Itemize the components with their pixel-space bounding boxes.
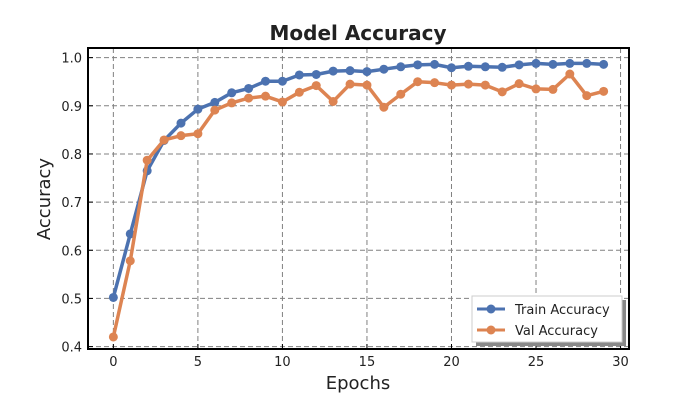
data-point-val bbox=[328, 96, 338, 106]
data-point-val bbox=[396, 89, 406, 99]
series-layer bbox=[108, 58, 609, 342]
data-point-train bbox=[227, 88, 237, 98]
data-point-val bbox=[193, 129, 203, 139]
series-train bbox=[108, 58, 609, 302]
x-tick-label: 30 bbox=[612, 355, 629, 370]
data-point-train bbox=[413, 60, 423, 70]
legend-label-val: Val Accuracy bbox=[515, 324, 598, 339]
x-axis-label: Epochs bbox=[326, 373, 391, 394]
data-point-val bbox=[497, 87, 507, 97]
data-point-train bbox=[362, 67, 372, 77]
data-point-train bbox=[548, 59, 558, 69]
data-point-val bbox=[531, 84, 541, 94]
y-tick-label: 0.4 bbox=[61, 341, 82, 356]
data-point-val bbox=[599, 86, 609, 96]
x-tick-label: 10 bbox=[274, 355, 291, 370]
data-point-val bbox=[159, 135, 169, 145]
data-point-train bbox=[108, 292, 118, 302]
legend: Train Accuracy Val Accuracy bbox=[471, 295, 626, 346]
chart-title: Model Accuracy bbox=[269, 21, 446, 45]
data-point-val bbox=[446, 80, 456, 90]
data-point-train bbox=[463, 61, 473, 71]
data-point-val bbox=[463, 79, 473, 89]
x-tick-label: 0 bbox=[109, 355, 117, 370]
data-point-val bbox=[514, 79, 524, 89]
legend-label-train: Train Accuracy bbox=[514, 303, 610, 318]
data-point-train bbox=[193, 104, 203, 114]
data-point-train bbox=[176, 118, 186, 128]
tick-layer: 0 5 10 15 20 25 30 0.4 0.5 0.6 0.7 0.8 0.9 1.0 bbox=[61, 52, 629, 370]
data-point-train bbox=[480, 62, 490, 72]
data-point-train bbox=[565, 58, 575, 68]
y-tick-label: 1.0 bbox=[61, 52, 82, 67]
series-line-train bbox=[111, 61, 604, 298]
y-tick-label: 0.6 bbox=[61, 244, 82, 259]
x-tick-label: 20 bbox=[443, 355, 460, 370]
data-point-train bbox=[125, 229, 135, 239]
y-tick-label: 0.5 bbox=[61, 292, 82, 307]
data-point-train bbox=[345, 66, 355, 76]
data-point-train bbox=[446, 63, 456, 73]
data-point-train bbox=[244, 83, 254, 93]
y-axis-label: Accuracy bbox=[34, 158, 55, 241]
data-point-val bbox=[548, 84, 558, 94]
data-point-train bbox=[582, 58, 592, 68]
data-point-val bbox=[210, 105, 220, 115]
legend-marker-val bbox=[486, 325, 496, 335]
data-point-val bbox=[480, 80, 490, 90]
data-point-train bbox=[497, 62, 507, 72]
data-point-train bbox=[379, 64, 389, 74]
data-point-val bbox=[379, 102, 389, 112]
legend-marker-train bbox=[486, 304, 496, 314]
data-point-train bbox=[531, 58, 541, 68]
x-tick-label: 5 bbox=[194, 355, 202, 370]
y-tick-label: 0.9 bbox=[61, 100, 82, 115]
data-point-val bbox=[413, 77, 423, 87]
data-point-val bbox=[565, 69, 575, 79]
data-point-val bbox=[125, 256, 135, 266]
data-point-train bbox=[294, 70, 304, 80]
data-point-train bbox=[396, 62, 406, 72]
data-point-val bbox=[311, 81, 321, 91]
data-point-train bbox=[514, 60, 524, 70]
x-tick-label: 15 bbox=[359, 355, 376, 370]
data-point-val bbox=[582, 91, 592, 101]
data-point-val bbox=[176, 131, 186, 141]
data-point-val bbox=[294, 87, 304, 97]
data-point-train bbox=[261, 76, 271, 86]
data-point-train bbox=[210, 97, 220, 107]
plot-frame bbox=[87, 47, 630, 350]
data-point-val bbox=[108, 332, 118, 342]
data-point-val bbox=[362, 80, 372, 90]
data-point-val bbox=[244, 93, 254, 103]
data-point-val bbox=[142, 155, 152, 165]
data-point-train bbox=[277, 76, 287, 86]
data-point-train bbox=[311, 69, 321, 79]
y-tick-label: 0.8 bbox=[61, 148, 82, 163]
data-point-val bbox=[277, 97, 287, 107]
legend-box bbox=[471, 295, 623, 343]
data-point-val bbox=[227, 98, 237, 108]
data-point-val bbox=[261, 91, 271, 101]
data-point-val bbox=[345, 79, 355, 89]
x-tick-label: 25 bbox=[528, 355, 545, 370]
series-val bbox=[108, 69, 609, 342]
data-point-train bbox=[430, 59, 440, 69]
data-point-val bbox=[430, 78, 440, 88]
data-point-train bbox=[328, 66, 338, 76]
y-tick-label: 0.7 bbox=[61, 196, 82, 211]
data-point-train bbox=[599, 59, 609, 69]
